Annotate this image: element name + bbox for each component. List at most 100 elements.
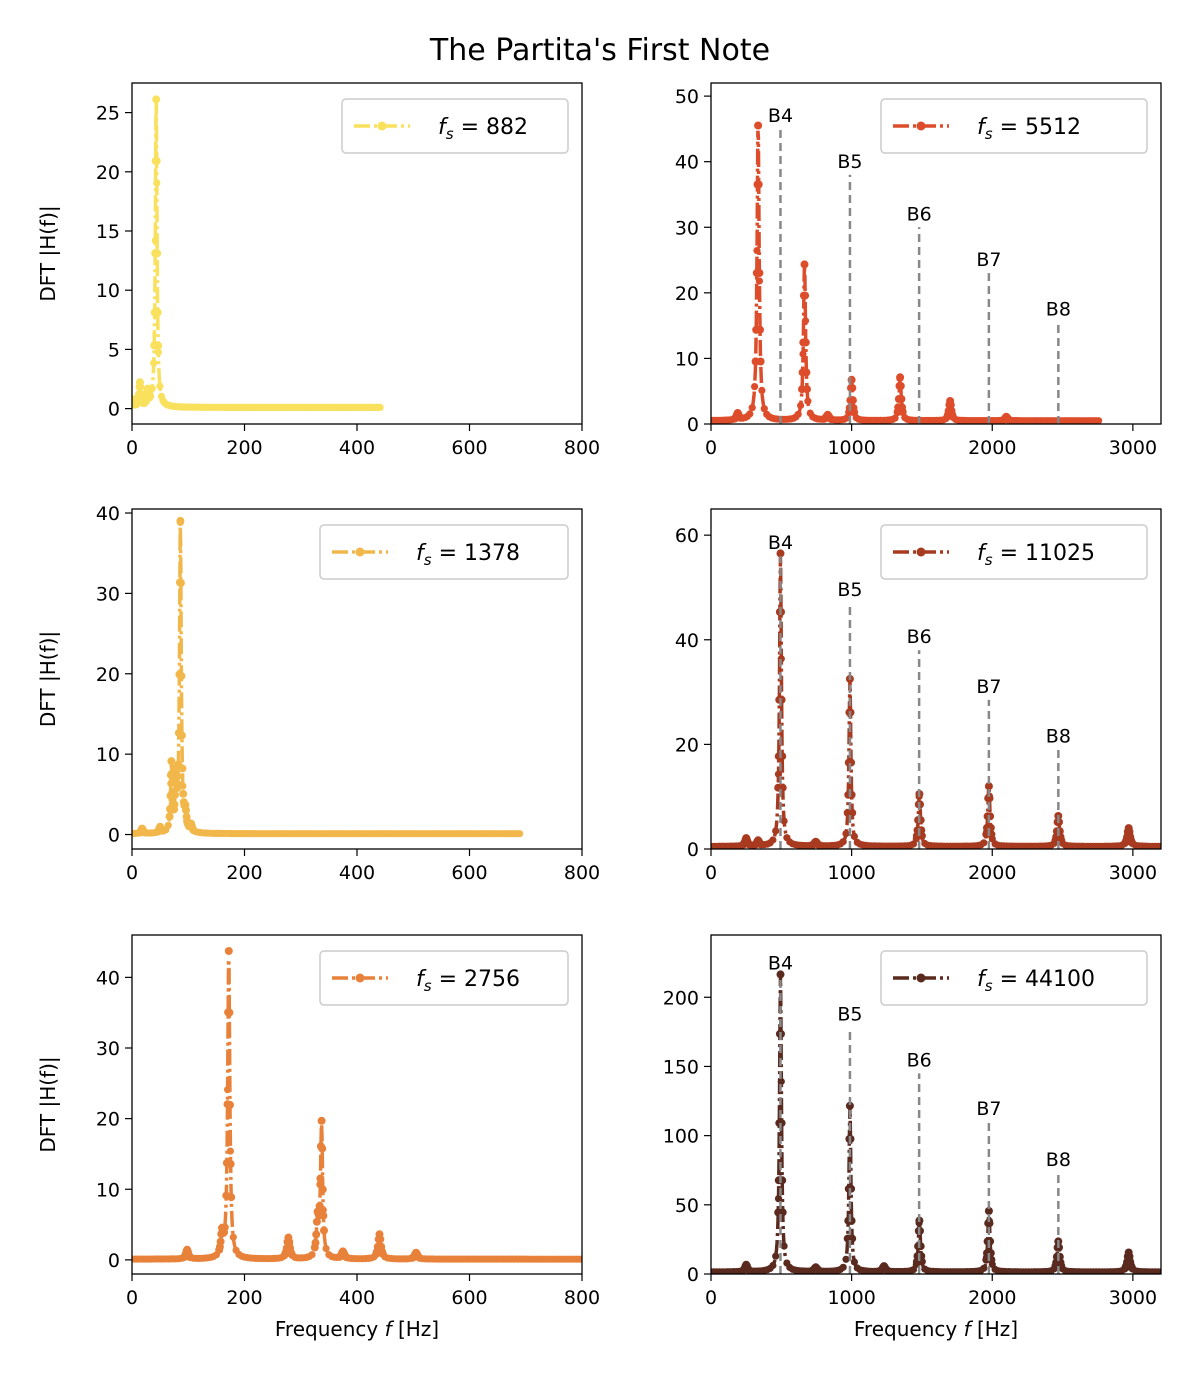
peak-point <box>946 400 955 409</box>
series-point <box>839 1263 847 1271</box>
x-axis-label-var: f <box>964 1317 974 1341</box>
peak-point <box>815 1266 824 1274</box>
note-label: B5 <box>837 1004 862 1026</box>
peak-point <box>285 1237 294 1246</box>
peak-point <box>803 385 811 394</box>
y-tick-label: 40 <box>96 967 120 989</box>
legend-var: f <box>416 541 427 566</box>
series-point <box>753 247 761 255</box>
legend-marker <box>355 973 365 983</box>
note-label: B6 <box>907 203 932 225</box>
legend-box <box>319 950 569 1006</box>
peak-point <box>227 1193 236 1202</box>
peak-point <box>189 826 198 834</box>
y-tick-label: 20 <box>675 734 699 756</box>
peak-point <box>225 1008 234 1017</box>
y-tick-label: 200 <box>663 987 699 1009</box>
legend-box <box>880 524 1148 580</box>
series-point <box>801 317 810 325</box>
series-point <box>156 382 164 390</box>
note-label: B7 <box>976 249 1001 271</box>
series-point <box>769 1261 777 1270</box>
peak-point <box>754 180 763 189</box>
peak-point <box>171 790 179 799</box>
y-tick-label: 40 <box>96 503 120 525</box>
subplot-6: B4 B5 B6 B7 B8 0 1000 2000 3000 0 50 100 150 200 Frequ… <box>663 934 1162 1341</box>
series-point <box>839 838 847 846</box>
note-label: B5 <box>837 579 862 601</box>
peak-point <box>319 1211 328 1220</box>
legend-label: fs = 11025 <box>977 541 1095 569</box>
peak-point <box>801 291 810 300</box>
x-tick-label: 400 <box>339 862 375 884</box>
series-point <box>980 1264 988 1272</box>
y-tick-label: 10 <box>675 348 699 370</box>
series-point <box>842 830 850 838</box>
x-tick-label: 800 <box>564 862 600 884</box>
peak-point <box>173 780 182 789</box>
note-label: B4 <box>768 953 793 975</box>
legend-var: f <box>416 967 427 992</box>
series-point <box>799 350 807 358</box>
x-axis-label-pre: Frequency <box>275 1317 385 1341</box>
peak-point <box>178 764 187 773</box>
series-point <box>154 348 162 356</box>
legend-box <box>319 524 569 580</box>
series-point <box>777 1077 785 1086</box>
series-group <box>711 549 1161 849</box>
series-point <box>224 1086 232 1094</box>
series-point <box>578 1255 582 1263</box>
series-point <box>308 1251 316 1259</box>
peak-point <box>170 800 179 809</box>
axes-frame <box>710 508 1162 850</box>
peak-point <box>985 1219 994 1228</box>
y-tick-label: 40 <box>675 152 699 174</box>
x-tick-label: 3000 <box>1109 862 1157 884</box>
x-tick-label: 600 <box>451 437 487 459</box>
peak-point <box>311 1238 320 1247</box>
y-tick-label: 50 <box>675 86 699 108</box>
series-line <box>711 130 1099 423</box>
legend-label: fs = 1378 <box>416 541 520 569</box>
legend: fs = 1378 <box>319 524 569 580</box>
series-point <box>229 1233 237 1241</box>
series-point <box>760 405 768 413</box>
peak-point <box>827 415 836 424</box>
y-tick-label: 20 <box>96 664 120 686</box>
x-tick-label: 3000 <box>1109 437 1157 459</box>
peak-point <box>802 368 811 377</box>
peak-point <box>896 373 905 382</box>
series-group <box>132 95 384 411</box>
y-tick-label: 40 <box>675 630 699 652</box>
peak-point <box>756 325 764 334</box>
series-group <box>132 516 524 838</box>
peak-point <box>984 782 993 791</box>
peak-point <box>185 1253 194 1261</box>
series-point <box>1095 417 1103 424</box>
peak-point <box>755 269 764 277</box>
series-point <box>376 403 384 411</box>
series-point <box>780 1242 788 1250</box>
series-point <box>794 410 802 418</box>
x-tick-label: 2000 <box>968 1287 1016 1309</box>
peak-point <box>176 579 185 587</box>
y-tick-label: 30 <box>96 1038 120 1060</box>
legend-var: f <box>977 115 988 140</box>
series-group <box>132 947 582 1263</box>
y-axis-label: DFT |H(f)| <box>36 1056 60 1152</box>
y-tick-label: 0 <box>687 414 699 436</box>
peak-point <box>745 840 753 849</box>
x-tick-label: 400 <box>339 1287 375 1309</box>
peak-point <box>985 794 994 803</box>
x-tick-label: 0 <box>126 437 138 459</box>
peak-point <box>756 840 765 849</box>
note-label: B7 <box>976 1098 1001 1120</box>
subplot-2: B4 B5 B6 B7 B8 0 1000 2000 3000 0 10 20 30 40 50 fs = 5… <box>675 82 1162 459</box>
x-tick-label: 800 <box>564 437 600 459</box>
x-axis-label: Frequency f [Hz] <box>275 1317 439 1341</box>
series-point <box>850 832 859 841</box>
series-point <box>850 1258 859 1266</box>
peak-point <box>848 808 857 817</box>
legend-box <box>880 950 1148 1006</box>
